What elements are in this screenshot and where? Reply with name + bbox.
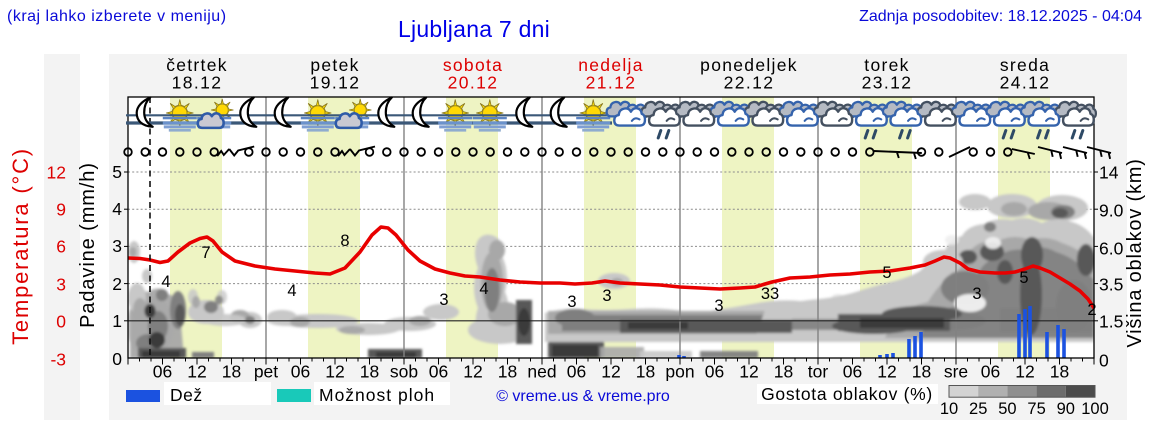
svg-text:100: 100 <box>1081 400 1109 418</box>
svg-text:7: 7 <box>201 244 210 262</box>
svg-text:2: 2 <box>112 274 122 294</box>
svg-text:23.12: 23.12 <box>862 73 913 93</box>
svg-text:12: 12 <box>325 362 344 382</box>
svg-text:4: 4 <box>479 280 488 298</box>
svg-text:0: 0 <box>56 312 66 332</box>
svg-text:3: 3 <box>567 293 576 311</box>
svg-text:20.12: 20.12 <box>448 73 499 93</box>
svg-text:12: 12 <box>463 362 482 382</box>
svg-text:8: 8 <box>340 232 349 250</box>
svg-text:12: 12 <box>47 163 66 183</box>
svg-text:Zadnja posodobitev: 18.12.2025: Zadnja posodobitev: 18.12.2025 - 04:04 <box>859 8 1142 25</box>
svg-text:Ljubljana 7 dni: Ljubljana 7 dni <box>398 16 550 42</box>
svg-text:75: 75 <box>1027 400 1045 418</box>
svg-text:2: 2 <box>1087 301 1096 319</box>
svg-text:5: 5 <box>1019 269 1028 287</box>
svg-text:18: 18 <box>912 362 931 382</box>
svg-text:5: 5 <box>112 162 122 182</box>
svg-text:četrtek: četrtek <box>166 55 228 75</box>
svg-text:06: 06 <box>981 362 1000 382</box>
svg-text:torek: torek <box>864 55 909 75</box>
svg-text:0: 0 <box>112 349 122 369</box>
svg-text:1.5: 1.5 <box>1099 312 1123 332</box>
svg-text:tor: tor <box>808 362 829 382</box>
svg-text:22.12: 22.12 <box>724 73 775 93</box>
svg-text:24.12: 24.12 <box>1000 73 1051 93</box>
svg-text:50: 50 <box>998 400 1016 418</box>
svg-text:19.12: 19.12 <box>310 73 361 93</box>
svg-text:(kraj lahko izberete v meniju): (kraj lahko izberete v meniju) <box>7 8 227 25</box>
svg-text:ponedeljek: ponedeljek <box>700 55 798 75</box>
svg-text:nedelja: nedelja <box>578 55 644 75</box>
svg-text:sre: sre <box>944 362 968 382</box>
svg-text:18: 18 <box>774 362 793 382</box>
svg-text:Padavine (mm/h): Padavine (mm/h) <box>77 162 99 328</box>
svg-text:Gostota oblakov (%): Gostota oblakov (%) <box>761 384 933 404</box>
svg-text:9: 9 <box>56 200 66 220</box>
svg-text:06: 06 <box>705 362 724 382</box>
svg-text:1: 1 <box>112 311 122 331</box>
svg-text:3: 3 <box>112 236 122 256</box>
svg-text:12: 12 <box>187 362 206 382</box>
svg-text:4: 4 <box>112 199 122 219</box>
svg-text:06: 06 <box>153 362 172 382</box>
svg-text:18: 18 <box>222 362 241 382</box>
svg-text:-3: -3 <box>50 350 66 370</box>
svg-text:12: 12 <box>877 362 896 382</box>
svg-text:© vreme.us & vreme.pro: © vreme.us & vreme.pro <box>496 388 670 405</box>
svg-text:12: 12 <box>1015 362 1034 382</box>
svg-text:90: 90 <box>1057 400 1075 418</box>
svg-text:5: 5 <box>882 264 891 282</box>
svg-text:21.12: 21.12 <box>586 73 637 93</box>
svg-text:3.5: 3.5 <box>1099 275 1123 295</box>
svg-text:10: 10 <box>940 400 958 418</box>
svg-text:0: 0 <box>1099 351 1109 371</box>
svg-text:sobota: sobota <box>443 55 503 75</box>
svg-text:06: 06 <box>567 362 586 382</box>
svg-text:3: 3 <box>56 275 66 295</box>
svg-text:pet: pet <box>254 362 278 382</box>
svg-text:4: 4 <box>161 273 170 291</box>
svg-text:06: 06 <box>843 362 862 382</box>
svg-text:33: 33 <box>761 285 779 303</box>
svg-text:6: 6 <box>56 237 66 257</box>
svg-text:petek: petek <box>310 55 359 75</box>
svg-text:14: 14 <box>1099 163 1119 183</box>
svg-text:Možnost ploh: Možnost ploh <box>319 385 435 405</box>
svg-text:18: 18 <box>636 362 655 382</box>
svg-text:Temperatura (°C): Temperatura (°C) <box>8 147 33 345</box>
svg-text:25: 25 <box>969 400 987 418</box>
svg-text:3: 3 <box>439 291 448 309</box>
svg-text:18: 18 <box>360 362 379 382</box>
svg-text:Višina oblakov (km): Višina oblakov (km) <box>1124 158 1146 347</box>
svg-text:12: 12 <box>739 362 758 382</box>
svg-text:06: 06 <box>429 362 448 382</box>
svg-text:ned: ned <box>527 362 556 382</box>
svg-text:4: 4 <box>287 282 296 300</box>
svg-text:sob: sob <box>390 362 418 382</box>
svg-text:06: 06 <box>291 362 310 382</box>
svg-text:3: 3 <box>714 297 723 315</box>
svg-text:3: 3 <box>602 287 611 305</box>
svg-text:pon: pon <box>665 362 694 382</box>
svg-text:18: 18 <box>498 362 517 382</box>
svg-text:18: 18 <box>1050 362 1069 382</box>
svg-text:18.12: 18.12 <box>172 73 223 93</box>
svg-text:9.0: 9.0 <box>1099 201 1124 221</box>
svg-text:6.0: 6.0 <box>1099 239 1124 259</box>
svg-text:Dež: Dež <box>170 385 203 405</box>
svg-text:3: 3 <box>972 285 981 303</box>
svg-text:12: 12 <box>601 362 620 382</box>
svg-text:sreda: sreda <box>1000 55 1050 75</box>
